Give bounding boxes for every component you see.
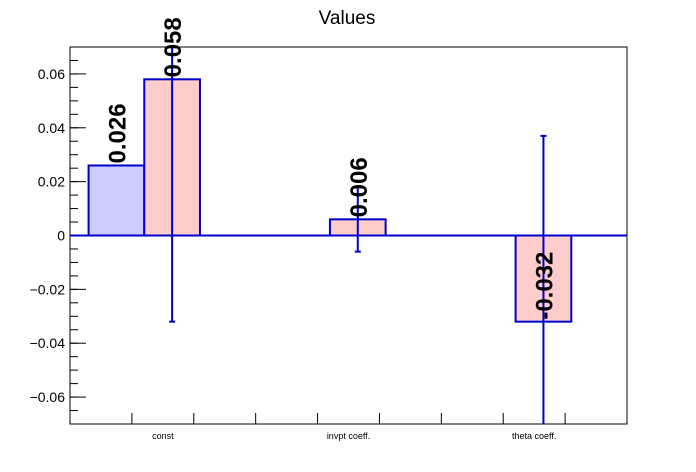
- y-tick-label: 0.02: [38, 174, 65, 190]
- x-category-label: invpt coeff.: [327, 431, 370, 441]
- data-label: -0.032: [531, 252, 558, 320]
- y-tick-label: −0.04: [30, 335, 66, 351]
- x-category-label: const: [152, 431, 174, 441]
- x-axis: const invpt coeff. theta coeff.: [131, 413, 566, 441]
- x-category-label: theta coeff.: [512, 431, 556, 441]
- data-labels: 0.026 0.058 0.006 -0.032: [104, 17, 558, 319]
- chart-title: Values: [319, 8, 376, 29]
- error-bars: [169, 47, 547, 424]
- data-label: 0.026: [104, 103, 131, 163]
- data-label: 0.058: [160, 17, 187, 77]
- y-tick-label: −0.06: [30, 389, 66, 405]
- y-axis: −0.06 −0.04 −0.02 0 0.02 0.04 0.06: [30, 46, 86, 425]
- bar: [87, 164, 146, 237]
- y-tick-label: 0.04: [38, 120, 65, 136]
- y-tick-label: −0.02: [30, 281, 66, 297]
- y-tick-label: 0.06: [38, 66, 65, 82]
- y-tick-label: 0: [57, 228, 65, 244]
- data-label: 0.006: [346, 157, 373, 217]
